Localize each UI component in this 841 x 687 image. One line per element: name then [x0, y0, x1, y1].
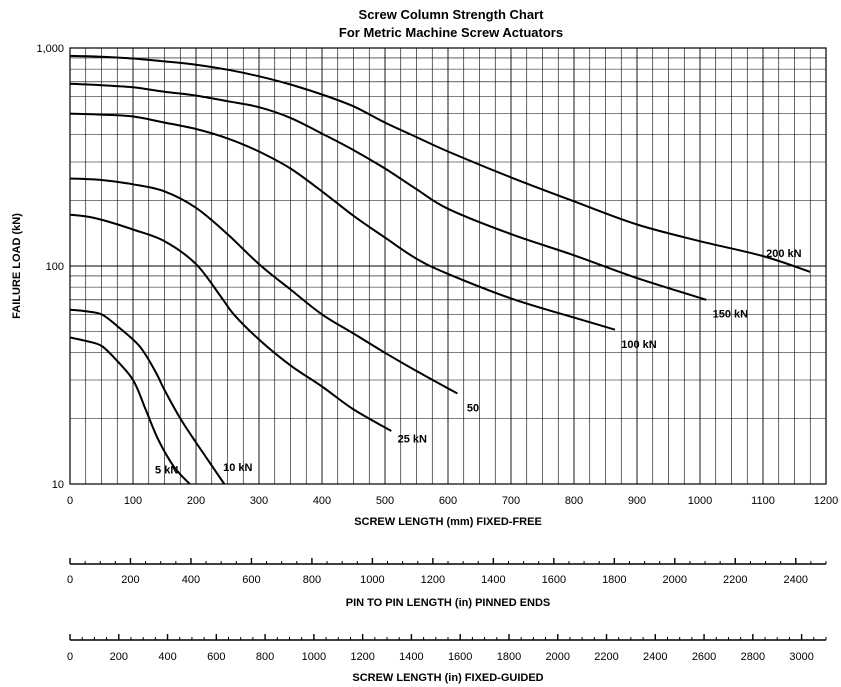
series-label: 10 kN — [223, 462, 252, 474]
y-tick-labels: 10 100 1,000 — [36, 43, 64, 491]
series-label: 25 kN — [398, 434, 427, 446]
secondary-axis-guided-title: SCREW LENGTH (in) FIXED-GUIDED — [352, 672, 543, 684]
y-tick-label: 100 — [46, 261, 64, 273]
series-label: 200 kN — [766, 248, 802, 260]
series-line — [69, 177, 458, 395]
series-lines — [69, 54, 811, 485]
x-axis-title: SCREW LENGTH (mm) FIXED-FREE — [354, 516, 542, 528]
plot-frame — [69, 47, 827, 485]
x-tick-label: 400 — [313, 495, 331, 507]
secondary-tick-label: 400 — [158, 651, 176, 663]
secondary-tick-label: 1200 — [421, 574, 445, 586]
secondary-tick-label: 1000 — [302, 651, 326, 663]
series-line — [69, 213, 392, 432]
y-tick-label: 10 — [52, 479, 64, 491]
secondary-tick-label: 0 — [67, 574, 73, 586]
secondary-axis-pinned: 0 200 400 600 800 1000 1200 1400 1600 1800 2000 220… — [67, 558, 827, 586]
secondary-tick-label: 2800 — [741, 651, 765, 663]
x-tick-label: 100 — [124, 495, 142, 507]
x-tick-label: 300 — [250, 495, 268, 507]
secondary-tick-label: 800 — [303, 574, 321, 586]
series-line — [69, 112, 616, 331]
secondary-tick-label: 800 — [256, 651, 274, 663]
y-axis-title: FAILURE LOAD (kN) — [11, 213, 23, 319]
secondary-tick-label: 1000 — [360, 574, 384, 586]
secondary-tick-label: 2000 — [663, 574, 687, 586]
grid-lines — [70, 48, 826, 484]
secondary-tick-label: 600 — [242, 574, 260, 586]
secondary-axis-pinned-title: PIN TO PIN LENGTH (in) PINNED ENDS — [346, 597, 551, 609]
secondary-tick-label: 200 — [121, 574, 139, 586]
secondary-tick-label: 2600 — [692, 651, 716, 663]
secondary-tick-label: 1600 — [542, 574, 566, 586]
chart-subtitle: For Metric Machine Screw Actuators — [339, 25, 563, 40]
secondary-tick-label: 1600 — [448, 651, 472, 663]
series-label: 5 kN — [155, 464, 178, 476]
secondary-tick-label: 2200 — [594, 651, 618, 663]
secondary-tick-label: 2200 — [723, 574, 747, 586]
y-tick-label: 1,000 — [36, 43, 64, 55]
series-line — [69, 54, 811, 273]
secondary-tick-label: 3000 — [789, 651, 813, 663]
chart-title: Screw Column Strength Chart — [359, 7, 545, 22]
secondary-tick-label: 1200 — [350, 651, 374, 663]
x-tick-label: 200 — [187, 495, 205, 507]
x-tick-label: 1200 — [814, 495, 838, 507]
secondary-tick-label: 0 — [67, 651, 73, 663]
secondary-tick-label: 2000 — [545, 651, 569, 663]
secondary-tick-label: 400 — [182, 574, 200, 586]
secondary-tick-label: 600 — [207, 651, 225, 663]
x-tick-label: 1000 — [688, 495, 712, 507]
x-tick-labels: 0 100 200 300 400 500 600 700 800 900 1000 1100 1200 — [67, 495, 838, 507]
series-label: 150 kN — [713, 309, 749, 321]
secondary-tick-label: 1800 — [602, 574, 626, 586]
secondary-tick-label: 2400 — [784, 574, 808, 586]
x-tick-label: 900 — [628, 495, 646, 507]
x-tick-label: 700 — [502, 495, 520, 507]
x-tick-label: 600 — [439, 495, 457, 507]
secondary-tick-label: 2400 — [643, 651, 667, 663]
secondary-axis-fixed-guided: 0 200 400 600 800 1000 1200 1400 1600 1800 2000 220… — [67, 634, 827, 663]
secondary-tick-label: 1400 — [399, 651, 423, 663]
series-line — [69, 336, 191, 485]
series-labels: 5 kN 10 kN 25 kN 50 100 kN 150 kN 200 kN — [155, 248, 802, 476]
series-label: 100 kN — [621, 339, 657, 351]
x-tick-label: 0 — [67, 495, 73, 507]
x-tick-label: 500 — [376, 495, 394, 507]
secondary-tick-label: 1800 — [497, 651, 521, 663]
x-tick-label: 800 — [565, 495, 583, 507]
series-label: 50 — [467, 403, 479, 415]
series-line — [69, 308, 226, 485]
secondary-tick-label: 1400 — [481, 574, 505, 586]
x-tick-label: 1100 — [751, 495, 775, 507]
series-line — [69, 82, 707, 301]
secondary-tick-label: 200 — [110, 651, 128, 663]
